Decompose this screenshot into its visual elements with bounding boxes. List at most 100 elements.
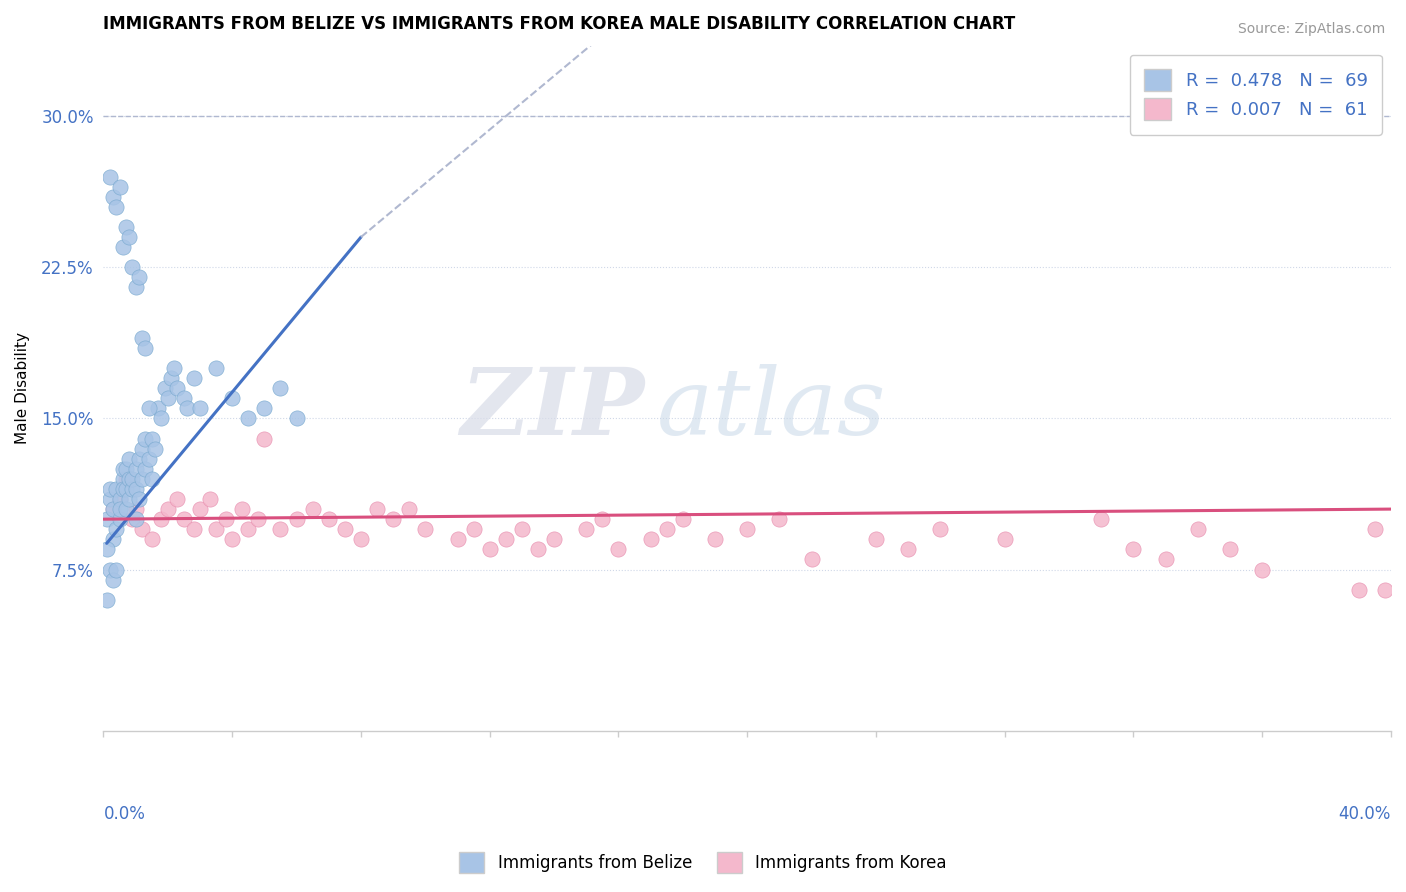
Point — [246, 512, 269, 526]
Point — [1154, 552, 1177, 566]
Text: 40.0%: 40.0% — [1339, 805, 1391, 823]
Point — [131, 522, 153, 536]
Point — [1090, 512, 1112, 526]
Point — [105, 563, 128, 577]
Point — [143, 442, 166, 456]
Point — [115, 462, 138, 476]
Point — [188, 401, 211, 416]
Point — [150, 411, 173, 425]
Point — [108, 502, 131, 516]
Point — [101, 502, 124, 516]
Point — [121, 512, 143, 526]
Point — [96, 592, 118, 607]
Point — [285, 411, 308, 425]
Point — [238, 411, 260, 425]
Point — [1187, 522, 1209, 536]
Point — [118, 491, 141, 506]
Point — [115, 502, 138, 516]
Point — [111, 240, 134, 254]
Point — [198, 491, 221, 506]
Point — [672, 512, 695, 526]
Point — [111, 482, 134, 496]
Point — [124, 512, 146, 526]
Point — [231, 502, 253, 516]
Point — [865, 533, 887, 547]
Point — [205, 522, 228, 536]
Point — [141, 432, 163, 446]
Point — [607, 542, 630, 557]
Point — [173, 512, 195, 526]
Point — [446, 533, 468, 547]
Point — [128, 491, 150, 506]
Point — [510, 522, 533, 536]
Point — [101, 502, 124, 516]
Point — [96, 512, 118, 526]
Point — [115, 472, 138, 486]
Point — [735, 522, 758, 536]
Text: Source: ZipAtlas.com: Source: ZipAtlas.com — [1237, 22, 1385, 37]
Point — [929, 522, 952, 536]
Point — [398, 502, 420, 516]
Point — [131, 331, 153, 345]
Legend: R =  0.478   N =  69, R =  0.007   N =  61: R = 0.478 N = 69, R = 0.007 N = 61 — [1129, 54, 1382, 135]
Point — [101, 573, 124, 587]
Point — [333, 522, 356, 536]
Point — [543, 533, 565, 547]
Point — [221, 533, 243, 547]
Point — [134, 432, 156, 446]
Point — [994, 533, 1017, 547]
Point — [101, 533, 124, 547]
Point — [205, 361, 228, 376]
Point — [131, 472, 153, 486]
Point — [269, 381, 291, 395]
Point — [124, 502, 146, 516]
Point — [98, 482, 121, 496]
Point — [1219, 542, 1241, 557]
Point — [141, 533, 163, 547]
Point — [111, 472, 134, 486]
Point — [463, 522, 485, 536]
Point — [105, 522, 128, 536]
Point — [131, 442, 153, 456]
Point — [124, 462, 146, 476]
Point — [495, 533, 517, 547]
Point — [800, 552, 823, 566]
Point — [96, 542, 118, 557]
Point — [148, 401, 170, 416]
Point — [111, 462, 134, 476]
Text: atlas: atlas — [657, 364, 887, 454]
Point — [366, 502, 388, 516]
Point — [897, 542, 920, 557]
Point — [1347, 582, 1369, 597]
Point — [183, 371, 205, 385]
Point — [238, 522, 260, 536]
Point — [215, 512, 238, 526]
Point — [640, 533, 662, 547]
Point — [591, 512, 613, 526]
Legend: Immigrants from Belize, Immigrants from Korea: Immigrants from Belize, Immigrants from … — [453, 846, 953, 880]
Point — [768, 512, 790, 526]
Point — [115, 482, 138, 496]
Point — [183, 522, 205, 536]
Point — [160, 371, 183, 385]
Point — [138, 451, 160, 466]
Point — [124, 280, 146, 294]
Point — [221, 391, 243, 405]
Y-axis label: Male Disability: Male Disability — [15, 332, 30, 444]
Point — [176, 401, 198, 416]
Point — [253, 432, 276, 446]
Point — [134, 341, 156, 355]
Point — [655, 522, 678, 536]
Point — [153, 381, 176, 395]
Point — [108, 491, 131, 506]
Point — [124, 482, 146, 496]
Point — [98, 491, 121, 506]
Point — [173, 391, 195, 405]
Point — [269, 522, 291, 536]
Point — [118, 230, 141, 244]
Point — [188, 502, 211, 516]
Text: 0.0%: 0.0% — [104, 805, 145, 823]
Point — [478, 542, 501, 557]
Point — [121, 472, 143, 486]
Point — [128, 451, 150, 466]
